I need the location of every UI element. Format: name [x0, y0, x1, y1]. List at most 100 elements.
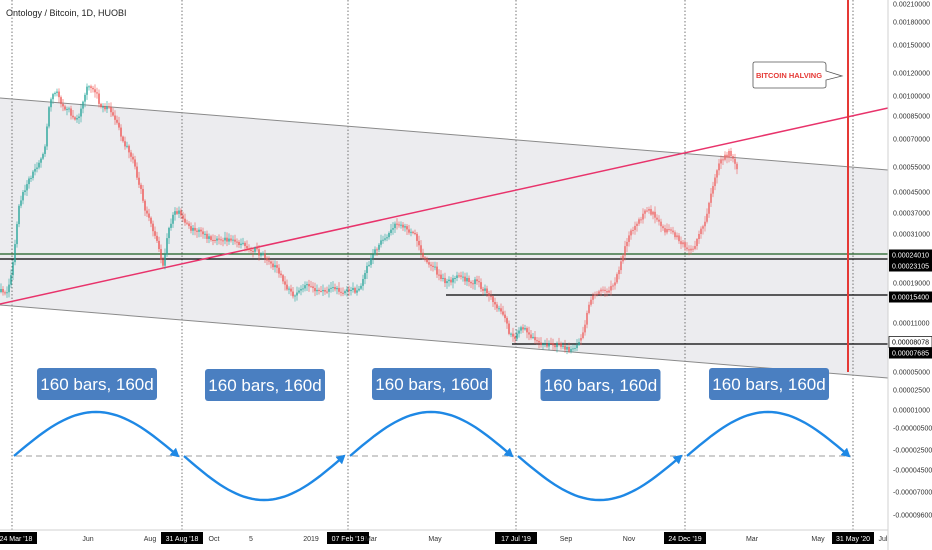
- y-tick-label: 0.00024010: [892, 253, 929, 260]
- candle-body: [520, 327, 522, 331]
- candle-body: [454, 277, 456, 279]
- candle-body: [614, 282, 616, 286]
- candle-body: [540, 342, 542, 345]
- y-tick-label: 0.00210000: [893, 2, 930, 9]
- candle-body: [716, 170, 718, 178]
- candle-body: [196, 230, 198, 232]
- candle-body: [418, 240, 420, 246]
- candle-body: [70, 108, 72, 116]
- candle-body: [728, 150, 730, 158]
- candle-body: [372, 254, 374, 259]
- candle-body: [706, 213, 708, 222]
- candle-body: [574, 348, 576, 350]
- y-tick-label: 0.00120000: [893, 71, 930, 78]
- candle-body: [480, 282, 482, 289]
- candle-body: [42, 153, 44, 159]
- candle-body: [414, 233, 416, 235]
- candle-body: [92, 87, 94, 90]
- candle-body: [282, 275, 284, 282]
- candle-body: [432, 265, 434, 268]
- candle-body: [140, 184, 142, 189]
- candle-body: [444, 277, 446, 284]
- candle-body: [278, 267, 280, 274]
- candle-body: [452, 278, 454, 283]
- x-axis: 24 Mar '18 Jun Aug 31 Aug '18 Oct 5 2019 07 Feb…: [0, 529, 888, 544]
- cycle-label-box: [540, 369, 661, 401]
- candle-body: [244, 242, 246, 247]
- candle-body: [358, 288, 360, 291]
- candle-body: [676, 235, 678, 238]
- x-tick-label: 31 May '20: [836, 536, 870, 543]
- candle-body: [590, 299, 592, 305]
- candle-body: [20, 200, 22, 206]
- candle-body: [510, 333, 512, 335]
- cycle-wave: [13, 410, 180, 458]
- candle-body: [286, 284, 288, 290]
- candle-body: [142, 188, 144, 201]
- channel-upper-line: [0, 97, 889, 171]
- candle-body: [492, 296, 494, 303]
- candle-body: [246, 246, 248, 249]
- candle-body: [222, 240, 224, 242]
- candle-body: [704, 221, 706, 227]
- candle-body: [594, 294, 596, 296]
- candle-body: [694, 246, 696, 249]
- candle-body: [148, 213, 150, 218]
- candle-body: [528, 332, 530, 335]
- candle-body: [408, 229, 410, 233]
- candle-body: [456, 275, 458, 278]
- candle-body: [16, 224, 18, 245]
- candle-body: [512, 333, 514, 337]
- candle-body: [412, 231, 414, 234]
- candle-body: [58, 91, 60, 98]
- candle-body: [660, 221, 662, 227]
- candle-body: [272, 263, 274, 268]
- candle-body: [116, 119, 118, 123]
- candle-body: [610, 286, 612, 291]
- candle-body: [536, 340, 538, 342]
- date-tag: [0, 532, 37, 544]
- candle-body: [658, 219, 660, 222]
- candle-body: [376, 249, 378, 251]
- candle-body: [386, 237, 388, 239]
- candle-body: [380, 240, 382, 245]
- candle-body: [714, 177, 716, 187]
- candle-body: [108, 106, 110, 108]
- x-tick-label: Jul: [879, 536, 888, 543]
- candle-body: [578, 342, 580, 346]
- date-tag: [664, 532, 706, 544]
- candle-body: [176, 211, 178, 214]
- candle-body: [478, 281, 480, 283]
- candle-body: [584, 324, 586, 333]
- cycle-label: 160 bars, 160d: [375, 375, 488, 394]
- candle-body: [68, 108, 70, 110]
- candle-body: [634, 225, 636, 230]
- cycle-label: 160 bars, 160d: [712, 375, 825, 394]
- candle-body: [544, 343, 546, 345]
- candle-body: [134, 159, 136, 167]
- cycle-label-box: [372, 368, 492, 400]
- cycle-wave: [686, 410, 851, 458]
- candle-body: [260, 254, 262, 256]
- candle-body: [166, 238, 168, 255]
- candle-body: [628, 235, 630, 242]
- candle-body: [164, 254, 166, 266]
- candle-body: [632, 229, 634, 231]
- candle-body: [522, 327, 524, 330]
- y-tick-label: 0.00019000: [893, 281, 930, 288]
- candle-body: [318, 289, 320, 292]
- candle-body: [102, 106, 104, 108]
- candle-body: [530, 334, 532, 339]
- candle-body: [82, 101, 84, 109]
- candle-body: [650, 209, 652, 215]
- y-tick-label: 0.00011000: [893, 321, 930, 328]
- candle-body: [310, 286, 312, 288]
- candle-body: [598, 291, 600, 294]
- candle-body: [170, 223, 172, 228]
- candle-body: [506, 318, 508, 324]
- candle-body: [616, 274, 618, 283]
- candle-body: [420, 245, 422, 253]
- y-tick-label: 0.00007685: [892, 351, 929, 358]
- candle-body: [340, 291, 342, 293]
